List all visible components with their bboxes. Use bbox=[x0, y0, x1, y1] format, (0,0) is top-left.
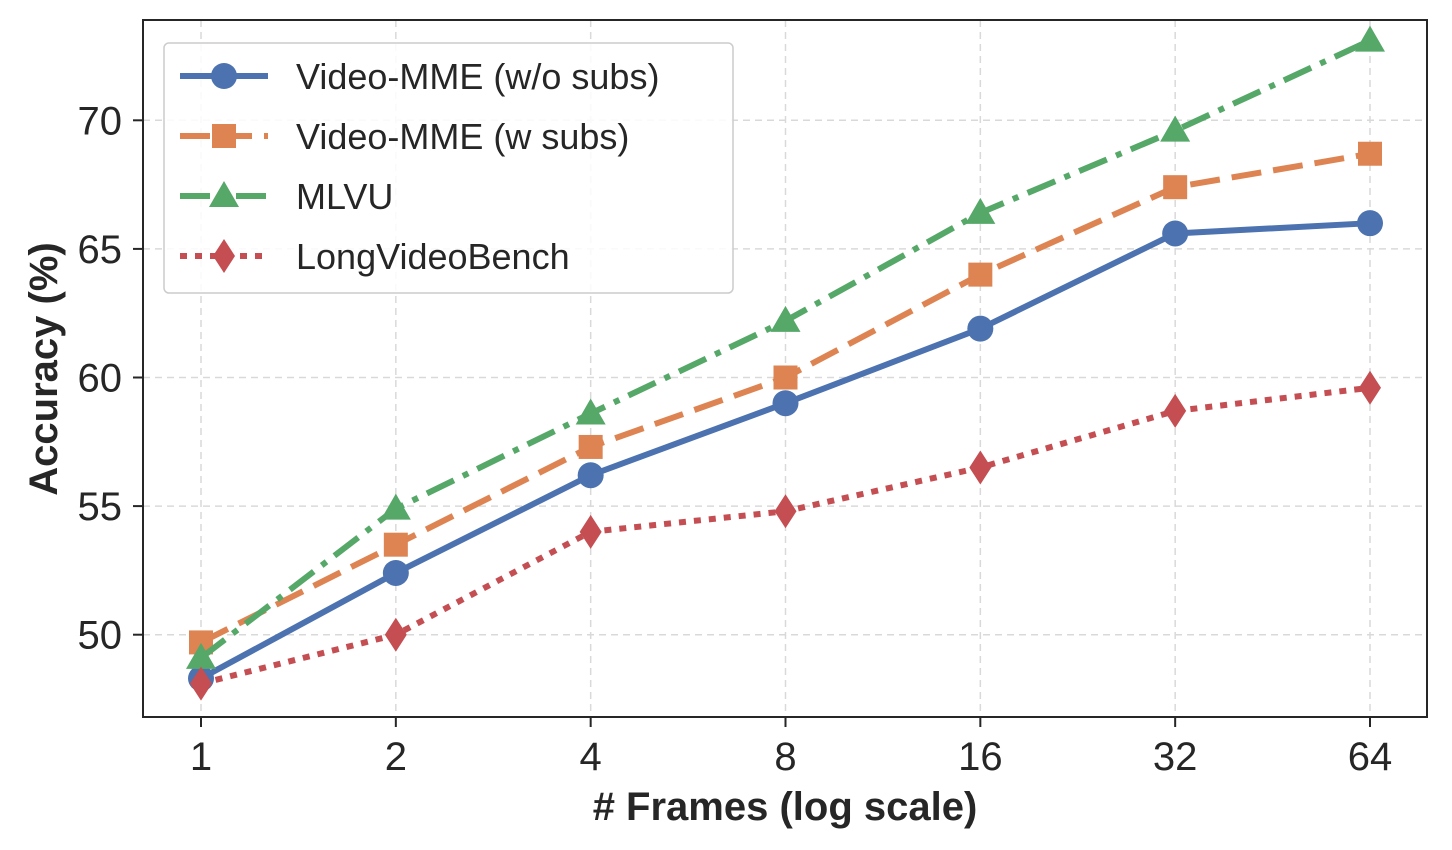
data-point bbox=[772, 390, 799, 417]
data-point bbox=[965, 197, 996, 224]
data-point bbox=[577, 462, 604, 489]
legend-marker bbox=[209, 181, 239, 207]
legend-marker bbox=[211, 63, 237, 89]
data-point bbox=[770, 305, 801, 332]
x-tick-label: 64 bbox=[1348, 735, 1393, 779]
data-point bbox=[575, 398, 606, 425]
series-group bbox=[186, 25, 1385, 701]
x-tick-label: 32 bbox=[1153, 735, 1198, 779]
data-point bbox=[1357, 210, 1383, 237]
data-point bbox=[190, 666, 212, 701]
legend-entry: LongVideoBench bbox=[180, 236, 570, 277]
x-axis-label: # Frames (log scale) bbox=[593, 785, 978, 829]
y-tick-label: 50 bbox=[78, 614, 123, 658]
x-tick-label: 8 bbox=[774, 735, 796, 779]
legend-label: Video-MME (w subs) bbox=[296, 116, 629, 157]
y-tick-label: 70 bbox=[78, 99, 123, 143]
data-point bbox=[186, 642, 216, 669]
y-tick-label: 60 bbox=[78, 357, 123, 401]
legend-label: LongVideoBench bbox=[296, 236, 570, 277]
data-point bbox=[774, 494, 797, 529]
data-point bbox=[1164, 393, 1187, 428]
x-axis-ticks: 1 2 4 8 16 32 64 bbox=[190, 717, 1392, 779]
x-tick-label: 1 bbox=[190, 735, 212, 779]
legend-entry: MLVU bbox=[180, 176, 393, 217]
series-4 bbox=[190, 370, 1381, 701]
legend-entry: Video-MME (w subs) bbox=[180, 116, 629, 157]
data-point bbox=[578, 434, 603, 459]
x-tick-label: 16 bbox=[958, 735, 1003, 779]
data-point bbox=[1160, 115, 1191, 142]
legend-box bbox=[163, 42, 734, 294]
series-3 bbox=[186, 25, 1385, 669]
y-tick-label: 65 bbox=[78, 228, 123, 272]
data-point bbox=[1163, 175, 1188, 200]
data-point bbox=[579, 514, 602, 549]
data-point bbox=[773, 365, 798, 390]
legend-entry: Video-MME (w/o subs) bbox=[180, 56, 659, 97]
x-tick-label: 2 bbox=[385, 735, 407, 779]
legend-marker bbox=[212, 124, 236, 148]
data-point bbox=[1162, 220, 1189, 247]
legend-label: Video-MME (w/o subs) bbox=[296, 56, 659, 97]
data-point bbox=[383, 532, 408, 557]
data-point bbox=[1359, 370, 1381, 405]
data-point bbox=[968, 262, 993, 287]
data-point bbox=[1355, 25, 1385, 52]
y-tick-label: 55 bbox=[78, 485, 123, 529]
data-point bbox=[380, 493, 411, 520]
x-tick-label: 4 bbox=[580, 735, 602, 779]
data-point bbox=[967, 315, 994, 342]
legend: Video-MME (w/o subs) Video-MME (w subs) ML… bbox=[163, 42, 734, 294]
data-point bbox=[382, 559, 409, 586]
y-axis-label: Accuracy (%) bbox=[22, 242, 66, 495]
data-point bbox=[384, 617, 407, 652]
y-axis-ticks: 50 55 60 65 70 bbox=[78, 99, 143, 658]
legend-label: MLVU bbox=[296, 176, 393, 217]
data-point bbox=[969, 450, 992, 485]
legend-marker bbox=[213, 239, 235, 273]
series-2 bbox=[189, 141, 1382, 655]
data-point bbox=[1358, 141, 1382, 166]
